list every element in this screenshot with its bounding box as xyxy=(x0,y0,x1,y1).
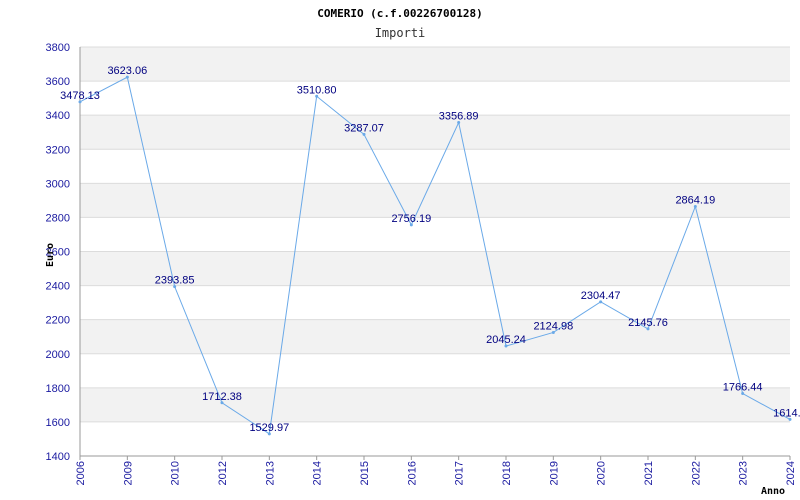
x-tick-label: 2017 xyxy=(454,461,466,485)
x-tick-label: 2009 xyxy=(122,461,134,485)
y-tick-label: 1600 xyxy=(46,417,70,429)
data-label: 1766.44 xyxy=(723,382,763,394)
data-point xyxy=(78,100,82,104)
data-label: 2864.19 xyxy=(675,194,715,206)
data-point xyxy=(409,223,413,227)
data-point xyxy=(315,94,319,98)
data-label: 2145.76 xyxy=(628,317,668,329)
chart-title: COMERIO (c.f.00226700128) xyxy=(317,7,483,20)
x-tick-label: 2013 xyxy=(264,461,276,485)
y-tick-label: 3000 xyxy=(46,178,70,190)
x-tick-label: 2010 xyxy=(170,461,182,485)
data-label: 1712.38 xyxy=(202,391,242,403)
data-point xyxy=(646,327,650,331)
data-point xyxy=(599,300,603,304)
x-tick-label: 2022 xyxy=(690,461,702,485)
y-tick-label: 1400 xyxy=(46,451,70,463)
x-axis-label: Anno xyxy=(761,486,785,497)
series-line xyxy=(79,76,791,435)
grid-band xyxy=(80,183,790,218)
chart-subtitle: Importi xyxy=(375,26,426,40)
data-label: 3510.80 xyxy=(297,84,337,96)
data-point xyxy=(788,417,792,421)
x-tick-label: 2014 xyxy=(312,461,324,485)
grid-band xyxy=(80,387,790,422)
data-point xyxy=(125,75,129,79)
data-label: 3478.13 xyxy=(60,90,100,102)
x-tick-label: 2023 xyxy=(738,461,750,485)
data-label: 3623.06 xyxy=(107,65,147,77)
data-label: 2393.85 xyxy=(155,275,195,287)
y-tick-label: 3400 xyxy=(46,110,70,122)
data-point xyxy=(220,401,224,405)
x-tick-label: 2021 xyxy=(643,461,655,485)
y-axis-label: Euro xyxy=(45,243,56,267)
y-tick-label: 3200 xyxy=(46,144,70,156)
data-label: 2124.98 xyxy=(533,320,573,332)
y-tick-label: 2800 xyxy=(46,212,70,224)
data-point xyxy=(173,285,177,289)
data-label: 2756.19 xyxy=(391,213,431,225)
data-point xyxy=(267,432,271,436)
grid-band xyxy=(80,47,790,82)
data-point xyxy=(551,330,555,334)
y-tick-label: 3600 xyxy=(46,76,70,88)
data-label: 2304.47 xyxy=(581,290,621,302)
x-tick-label: 2015 xyxy=(359,461,371,485)
x-tick-label: 2006 xyxy=(75,461,87,485)
y-tick-label: 1800 xyxy=(46,383,70,395)
data-label: 2045.24 xyxy=(486,334,526,346)
y-tick-label: 2000 xyxy=(46,349,70,361)
x-tick-label: 2024 xyxy=(785,461,797,485)
y-tick-label: 2400 xyxy=(46,281,70,293)
y-tick-label: 3800 xyxy=(46,42,70,54)
x-tick-label: 2020 xyxy=(596,461,608,485)
grid-band xyxy=(80,319,790,354)
x-tick-label: 2018 xyxy=(501,461,513,485)
data-label: 3356.89 xyxy=(439,111,479,123)
data-point xyxy=(693,204,697,208)
y-tick-label: 2200 xyxy=(46,315,70,327)
data-label: 1614.8 xyxy=(773,407,800,419)
data-point xyxy=(504,344,508,348)
x-tick-label: 2019 xyxy=(548,461,560,485)
data-point xyxy=(741,392,745,396)
x-tick-label: 2012 xyxy=(217,461,229,485)
data-point xyxy=(457,121,461,125)
data-label: 1529.97 xyxy=(249,422,289,434)
grid-band xyxy=(80,115,790,150)
data-label: 3287.07 xyxy=(344,122,384,134)
y-tick-label: 2600 xyxy=(46,247,70,259)
x-tick-label: 2016 xyxy=(406,461,418,485)
data-point xyxy=(362,132,366,136)
